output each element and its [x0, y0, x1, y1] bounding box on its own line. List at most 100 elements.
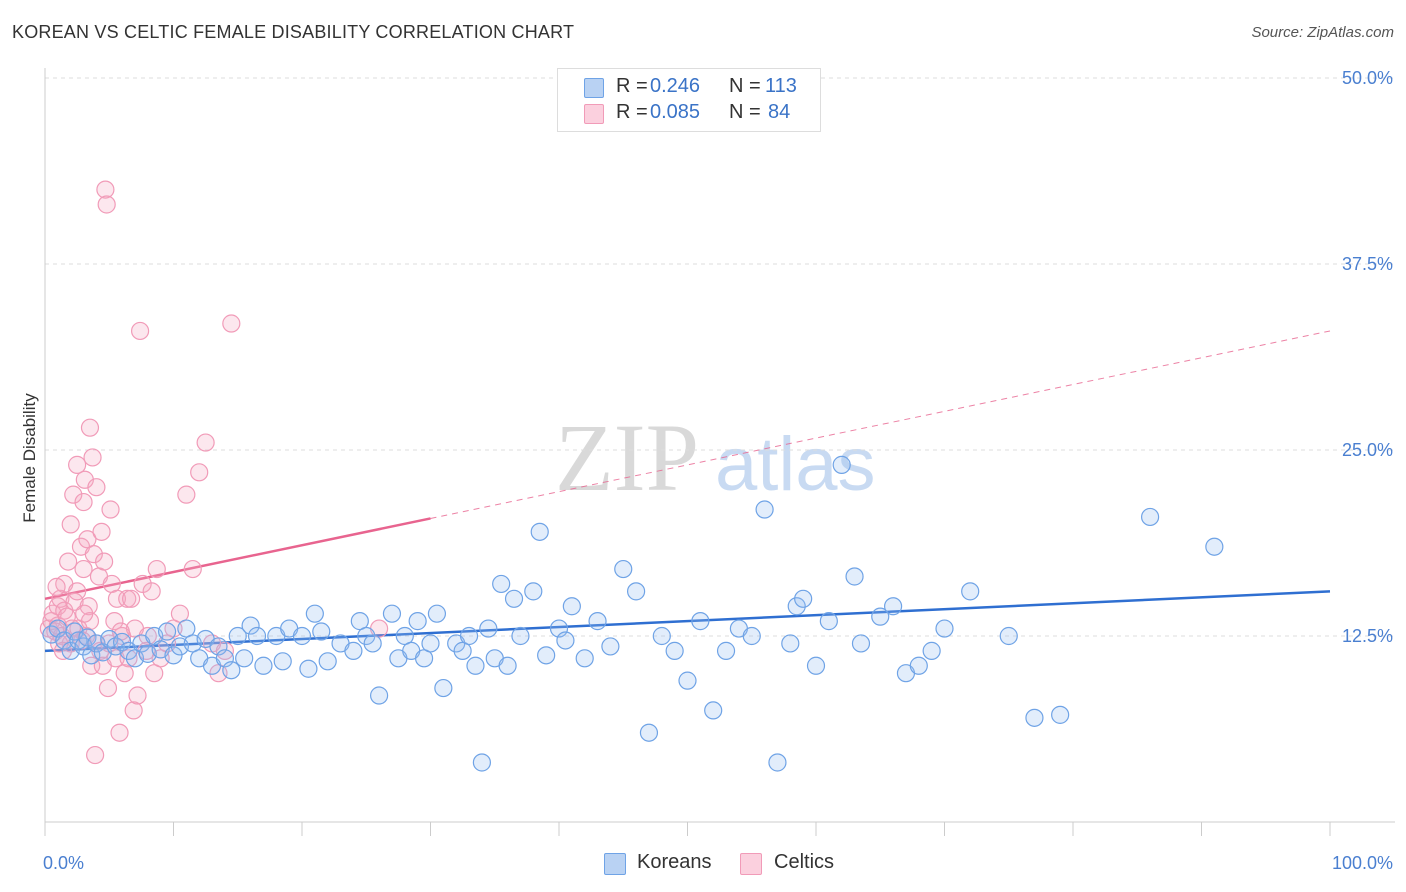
- korean-point: [742, 626, 761, 646]
- korean-point: [768, 753, 787, 772]
- korean-point: [299, 659, 318, 678]
- celtic-point: [74, 559, 93, 579]
- celtic-point: [124, 701, 143, 720]
- legend-celtics: Celtics: [740, 850, 850, 878]
- korean-point: [678, 671, 697, 690]
- korean-point: [434, 678, 453, 698]
- celtic-point: [196, 433, 215, 452]
- korean-point: [794, 589, 813, 608]
- y-tick-label: 12.5%: [1342, 626, 1393, 646]
- korean-point: [273, 652, 292, 671]
- korean-point: [292, 626, 312, 646]
- korean-point: [524, 582, 543, 601]
- korean-point: [851, 634, 871, 653]
- korean-point: [504, 589, 524, 608]
- korean-point: [408, 612, 427, 631]
- korean-point: [164, 646, 183, 665]
- korean-point: [157, 622, 177, 641]
- y-axis-label: Female Disability: [20, 393, 39, 523]
- celtic-point: [68, 455, 87, 474]
- korean-point: [652, 626, 671, 646]
- celtic-point: [183, 559, 202, 579]
- celtic-point: [128, 686, 147, 705]
- celtics-label: Celtics: [774, 851, 835, 873]
- legend-koreans: Koreans: [604, 850, 724, 878]
- korean-point: [755, 500, 774, 519]
- celtic-point: [65, 592, 84, 611]
- korean-point: [704, 701, 723, 720]
- korean-point: [935, 619, 954, 638]
- celtic-point: [96, 180, 115, 199]
- korean-point: [222, 661, 241, 680]
- korean-point: [961, 582, 980, 601]
- korean-point: [1051, 705, 1070, 724]
- celtic-swatch-icon: [584, 104, 604, 124]
- celtic-point: [101, 500, 120, 519]
- korean-point: [363, 634, 382, 653]
- x-tick-label-max: 100.0%: [1332, 853, 1393, 873]
- korean-point: [716, 641, 736, 660]
- korean-point: [472, 753, 491, 772]
- celtic-point: [190, 463, 209, 482]
- korean-point: [492, 574, 511, 594]
- korean-point: [806, 656, 826, 675]
- korean-point: [427, 604, 447, 623]
- korean-point: [1140, 507, 1160, 527]
- celtic-point: [64, 485, 83, 504]
- korean-point: [556, 631, 575, 650]
- korean-point: [871, 607, 890, 626]
- korean-point: [530, 522, 549, 541]
- korean-point: [832, 455, 851, 474]
- korean-point: [241, 616, 260, 635]
- koreans-swatch-icon: [604, 853, 626, 875]
- korean-point: [357, 626, 376, 646]
- celtic-point: [47, 577, 66, 596]
- korean-point: [382, 604, 402, 623]
- korean-point: [318, 652, 337, 671]
- celtic-point: [105, 612, 124, 631]
- celtics-swatch-icon: [740, 853, 762, 875]
- korean-point: [55, 631, 74, 650]
- korean-point: [562, 597, 581, 616]
- koreans-label: Koreans: [637, 851, 712, 873]
- korean-point: [909, 656, 928, 675]
- korean-n-label: N =: [729, 75, 761, 97]
- celtic-point: [118, 589, 137, 608]
- korean-point: [305, 604, 324, 623]
- korean-point: [235, 649, 254, 668]
- korean-point: [78, 628, 97, 647]
- celtic-point: [59, 552, 78, 571]
- korean-point: [312, 622, 331, 641]
- korean-n-value: 113: [765, 75, 797, 97]
- korean-point: [1025, 708, 1044, 727]
- korean-point: [511, 626, 530, 646]
- korean-point: [254, 656, 273, 675]
- korean-point: [466, 656, 485, 675]
- korean-point: [344, 641, 363, 660]
- celtic-trendline: [44, 517, 431, 601]
- y-tick-label: 25.0%: [1342, 440, 1393, 460]
- korean-trendline: [44, 590, 1331, 653]
- korean-point: [498, 656, 517, 675]
- korean-r-label: R =: [616, 75, 648, 97]
- y-tick-label: 37.5%: [1342, 254, 1393, 274]
- chart-title: KOREAN VS CELTIC FEMALE DISABILITY CORRE…: [12, 22, 575, 42]
- celtic-point: [222, 314, 241, 333]
- korean-point: [421, 634, 440, 653]
- korean-point: [537, 646, 556, 665]
- korean-point: [601, 637, 620, 656]
- korean-point: [883, 597, 903, 616]
- korean-r-value: 0.246: [650, 75, 701, 97]
- korean-point: [691, 612, 710, 631]
- celtic-point: [97, 195, 116, 214]
- celtic-point: [86, 745, 105, 765]
- celtic-point: [98, 678, 118, 698]
- korean-point: [228, 626, 247, 646]
- celtic-point: [68, 582, 87, 601]
- celtic-point: [147, 559, 166, 579]
- celtic-point: [84, 545, 103, 564]
- watermark-zip: ZIP: [555, 404, 699, 511]
- korean-point: [370, 686, 389, 705]
- y-tick-label: 50.0%: [1342, 68, 1393, 88]
